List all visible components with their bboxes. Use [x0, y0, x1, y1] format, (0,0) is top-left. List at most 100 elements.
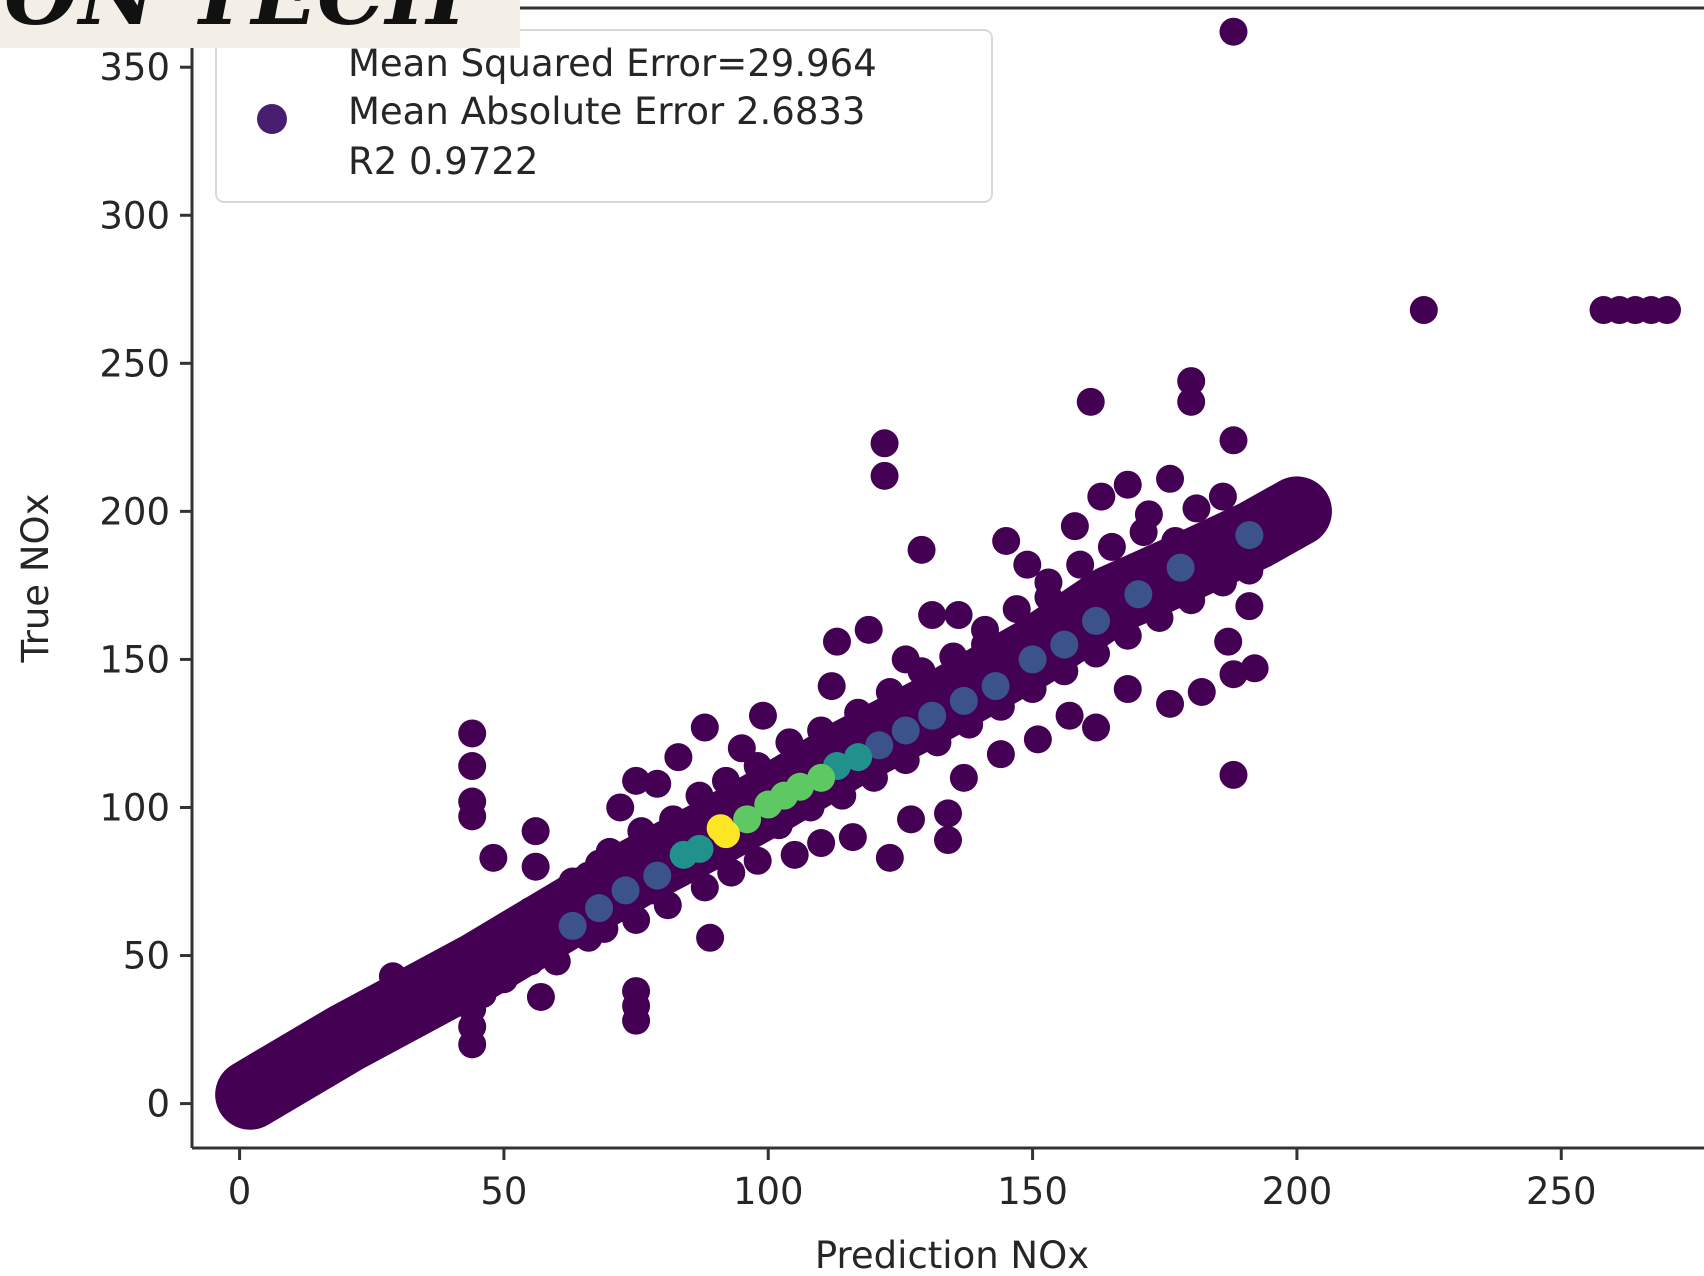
data-point: [896, 805, 925, 834]
data-point: [711, 766, 740, 795]
data-point: [304, 1039, 333, 1068]
data-point: [241, 1071, 270, 1100]
data-point: [807, 829, 836, 858]
data-point: [918, 701, 947, 730]
data-point: [474, 926, 503, 955]
data-point: [368, 1015, 397, 1044]
data-point: [748, 701, 777, 730]
data-point: [526, 982, 555, 1011]
data-point: [1161, 526, 1190, 555]
data-point: [1013, 550, 1042, 579]
data-point: [971, 615, 1000, 644]
data-point: [1177, 586, 1206, 615]
data-point: [891, 716, 920, 745]
data-point: [1214, 627, 1243, 656]
data-point: [891, 746, 920, 775]
data-point: [690, 873, 719, 902]
data-point: [622, 1006, 651, 1035]
data-point: [1113, 470, 1142, 499]
data-point: [865, 731, 894, 760]
data-point: [944, 601, 973, 630]
data-point: [468, 980, 497, 1009]
data-point: [1082, 639, 1111, 668]
data-point: [1409, 296, 1438, 325]
data-point: [585, 894, 614, 923]
data-point: [807, 763, 836, 792]
data-point: [992, 526, 1021, 555]
data-point: [685, 834, 714, 863]
data-point: [1219, 17, 1248, 46]
data-point: [1156, 689, 1185, 718]
data-point: [844, 698, 873, 727]
data-point: [558, 911, 587, 940]
y-tick-label: 100: [99, 786, 170, 829]
data-point: [1208, 568, 1237, 597]
x-tick-label: 150: [997, 1170, 1068, 1213]
data-point: [400, 1009, 429, 1038]
data-point: [986, 740, 1015, 769]
data-point: [743, 846, 772, 875]
data-point: [1018, 675, 1047, 704]
data-point: [918, 601, 947, 630]
data-point: [785, 772, 814, 801]
data-point: [1124, 580, 1153, 609]
data-point: [1023, 725, 1052, 754]
data-point: [1034, 568, 1063, 597]
data-point: [542, 947, 571, 976]
data-point: [780, 840, 809, 869]
data-point: [1208, 482, 1237, 511]
data-point: [378, 962, 407, 991]
data-point: [595, 837, 624, 866]
data-point: [1219, 426, 1248, 455]
watermark-logo: ON TECH: [0, 0, 520, 48]
data-point: [907, 657, 936, 686]
x-tick-label: 0: [228, 1170, 252, 1213]
data-point: [923, 728, 952, 757]
data-point: [854, 615, 883, 644]
data-point: [1129, 518, 1158, 547]
data-point: [458, 802, 487, 831]
data-point: [1113, 675, 1142, 704]
watermark-background: [0, 0, 520, 48]
data-point: [1282, 491, 1311, 520]
data-point: [1261, 494, 1290, 523]
data-point: [479, 843, 508, 872]
x-tick-label: 250: [1526, 1170, 1597, 1213]
legend: Mean Squared Error=29.964 Mean Absolute …: [215, 29, 993, 203]
data-point: [1087, 482, 1116, 511]
y-axis-label: True NOx: [14, 493, 57, 663]
data-point: [955, 710, 984, 739]
data-point: [934, 826, 962, 855]
data-point: [859, 763, 888, 792]
data-point: [1166, 553, 1195, 582]
y-tick-label: 300: [99, 194, 170, 237]
x-ticks: 0 50 100 150 200 250: [228, 1148, 1597, 1213]
data-point: [1182, 494, 1211, 523]
data-point: [875, 678, 904, 706]
data-point: [733, 805, 762, 834]
legend-line-r2: R2 0.9722: [348, 140, 538, 183]
data-point: [1076, 387, 1105, 416]
y-tick-label: 350: [99, 46, 170, 89]
data-point: [934, 799, 962, 828]
data-point: [907, 535, 936, 564]
data-point: [743, 752, 772, 781]
data-point: [828, 781, 857, 810]
data-point: [1060, 512, 1089, 541]
data-point: [706, 814, 735, 843]
data-point: [1050, 657, 1079, 686]
data-point: [521, 852, 550, 881]
legend-box: [215, 29, 993, 203]
data-point: [796, 793, 825, 822]
data-point: [949, 686, 978, 715]
data-point: [1082, 713, 1111, 742]
watermark-text: ON TECH: [4, 0, 469, 45]
data-point: [939, 642, 968, 671]
data-point: [696, 923, 725, 952]
data-point: [1097, 532, 1126, 561]
data-point: [949, 763, 978, 792]
data-point: [341, 1030, 370, 1059]
data-point: [1235, 556, 1264, 585]
data-point: [1082, 606, 1111, 635]
data-point: [1219, 660, 1248, 689]
